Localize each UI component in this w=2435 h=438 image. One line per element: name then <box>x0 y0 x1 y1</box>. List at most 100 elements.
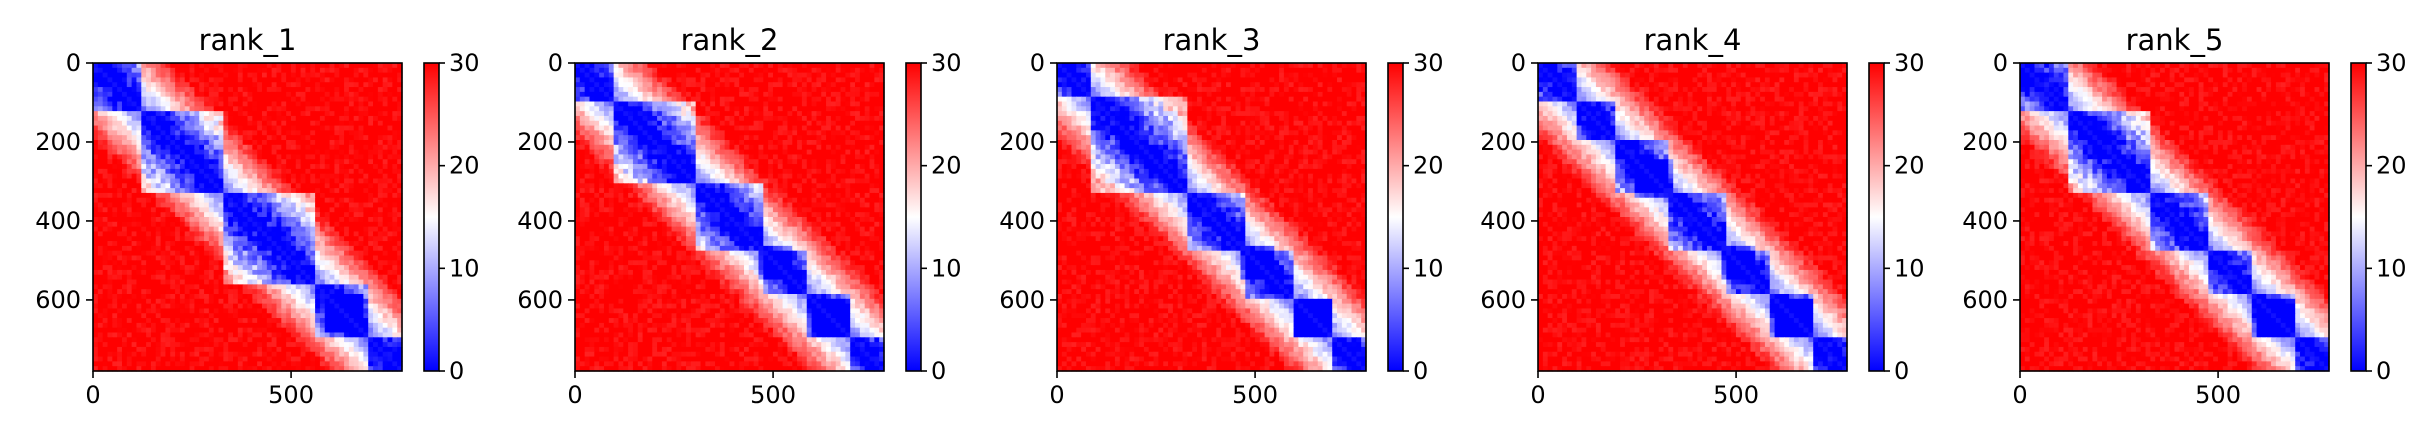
heatmap-cell <box>874 106 880 112</box>
heatmap-cell <box>102 366 109 372</box>
heatmap-cell <box>237 197 244 204</box>
heatmap-cell <box>368 120 374 127</box>
heatmap-cell <box>155 130 162 136</box>
heatmap-cell <box>397 192 403 199</box>
heatmap-cell <box>233 202 239 208</box>
heatmap-cell <box>397 265 403 271</box>
heatmap-cell <box>228 337 234 343</box>
heatmap-cell <box>666 82 673 88</box>
heatmap-cell <box>97 91 104 98</box>
heatmap-cell <box>261 274 268 281</box>
heatmap-cell <box>373 250 379 257</box>
heatmap-cell <box>117 284 123 290</box>
heatmap-cell <box>261 322 268 329</box>
heatmap-cell <box>155 91 162 98</box>
heatmap-cell <box>179 217 186 223</box>
heatmap-cell <box>387 72 393 79</box>
heatmap-cell <box>136 308 142 314</box>
heatmap-cell <box>652 67 658 74</box>
heatmap-cell <box>170 289 176 295</box>
heatmap-cell <box>315 82 321 88</box>
heatmap-cell <box>392 149 398 156</box>
heatmap-cell <box>358 289 364 295</box>
heatmap-cell <box>126 294 133 300</box>
heatmap-cell <box>175 356 181 362</box>
heatmap-cell <box>324 168 331 175</box>
heatmap-cell <box>141 318 147 324</box>
heatmap-cell <box>208 366 215 372</box>
heatmap-cell <box>377 366 384 372</box>
heatmap-cell <box>324 188 331 194</box>
heatmap-cell <box>165 346 171 353</box>
heatmap-cell <box>160 164 167 170</box>
heatmap-cell <box>165 173 171 180</box>
heatmap-cell <box>286 178 292 184</box>
heatmap-cell <box>363 308 369 314</box>
heatmap-cell <box>295 260 302 266</box>
heatmap-cell <box>879 96 885 103</box>
heatmap-cell <box>310 303 316 310</box>
heatmap-cell <box>300 226 307 233</box>
heatmap-cell <box>319 106 326 112</box>
heatmap-cell <box>348 67 355 74</box>
heatmap-cell <box>242 212 249 218</box>
heatmap-cell <box>358 327 364 334</box>
heatmap-cell <box>194 192 200 199</box>
heatmap-cell <box>121 144 128 151</box>
heatmap-cell <box>252 260 258 266</box>
heatmap-cell <box>233 192 239 199</box>
heatmap-cell <box>618 115 624 122</box>
heatmap-cell <box>339 241 345 247</box>
heatmap-cell <box>305 298 311 305</box>
heatmap-cell <box>199 197 205 204</box>
heatmap-cell <box>150 168 157 175</box>
heatmap-cell <box>377 111 384 117</box>
heatmap-cell <box>763 63 769 69</box>
heatmap-cell <box>382 337 389 343</box>
heatmap-cell <box>218 255 224 261</box>
heatmap-cell <box>300 173 307 180</box>
heatmap-cell <box>290 72 297 79</box>
heatmap-cell <box>377 298 384 305</box>
heatmap-cell <box>189 221 195 228</box>
heatmap-cell <box>261 135 268 141</box>
heatmap-cell <box>686 87 692 93</box>
heatmap-cell <box>363 351 369 358</box>
heatmap-cell <box>150 125 157 131</box>
heatmap-cell <box>324 337 331 343</box>
heatmap-cell <box>353 207 360 213</box>
heatmap-cell <box>121 101 128 107</box>
heatmap-cell <box>107 361 113 367</box>
heatmap-cell <box>150 318 157 324</box>
heatmap-cell <box>261 260 268 266</box>
heatmap-cell <box>826 67 832 74</box>
heatmap-cell <box>112 106 118 112</box>
heatmap-cell <box>589 125 595 131</box>
heatmap-cell <box>686 91 692 98</box>
heatmap-cell <box>208 289 215 295</box>
heatmap-cell <box>310 188 316 194</box>
heatmap-cell <box>146 226 152 233</box>
heatmap-cell <box>252 342 258 348</box>
heatmap-cell <box>257 202 263 208</box>
heatmap-cell <box>233 67 239 74</box>
heatmap-cell <box>131 178 138 184</box>
heatmap-cell <box>319 72 326 79</box>
heatmap-cell <box>170 67 176 74</box>
heatmap-cell <box>763 125 769 131</box>
heatmap-cell <box>700 91 706 98</box>
heatmap-cell <box>276 322 282 329</box>
heatmap-cell <box>344 144 350 151</box>
heatmap-cell <box>257 332 263 338</box>
heatmap-cell <box>208 294 215 300</box>
heatmap-cell <box>387 87 393 93</box>
heatmap-cell <box>315 241 321 247</box>
heatmap-cell <box>160 135 167 141</box>
heatmap-cell <box>199 284 205 290</box>
heatmap-cell <box>223 361 229 367</box>
heatmap-cell <box>392 265 398 271</box>
heatmap-cell <box>213 106 220 112</box>
heatmap-cell <box>855 67 861 74</box>
heatmap-cell <box>242 327 249 334</box>
heatmap-cell <box>806 72 813 79</box>
